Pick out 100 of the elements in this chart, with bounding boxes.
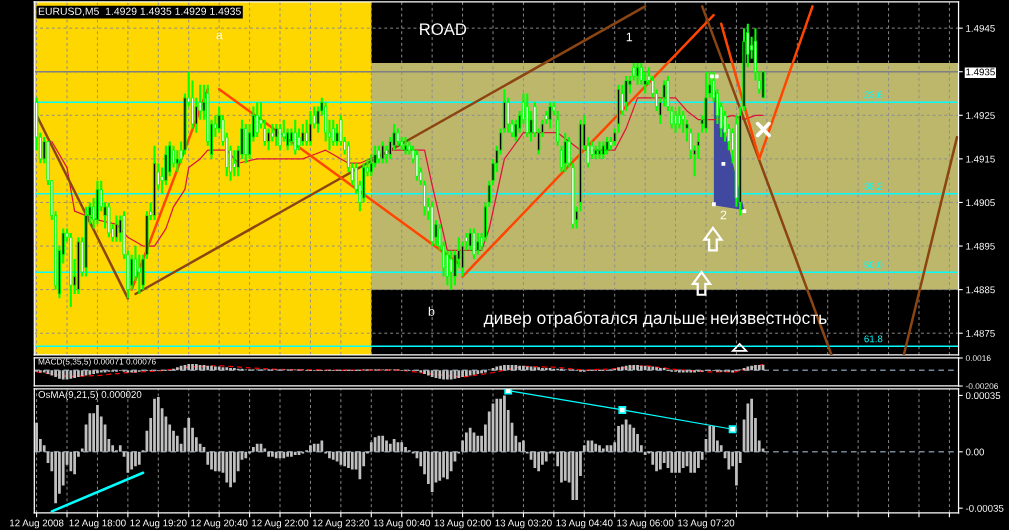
x-tick-label: 12 Aug 23:20 bbox=[312, 519, 370, 529]
bar bbox=[255, 443, 259, 452]
candlestick bbox=[335, 122, 339, 147]
bar bbox=[457, 370, 461, 378]
bar bbox=[137, 451, 141, 465]
candlestick bbox=[673, 109, 678, 134]
bar bbox=[495, 366, 499, 371]
chart-title: OsMA(9,21,5) 0.000020 bbox=[38, 390, 142, 400]
bar bbox=[693, 451, 696, 473]
bar bbox=[468, 370, 472, 376]
bar bbox=[461, 370, 464, 378]
bar bbox=[480, 370, 483, 374]
bar bbox=[670, 451, 674, 473]
bar bbox=[217, 366, 221, 371]
bar bbox=[385, 440, 388, 452]
bar bbox=[541, 367, 544, 371]
candlestick bbox=[274, 122, 278, 147]
bar bbox=[54, 370, 57, 378]
bar bbox=[445, 451, 449, 480]
bar bbox=[533, 451, 537, 468]
candlestick bbox=[255, 101, 259, 139]
bar bbox=[309, 445, 312, 452]
bar bbox=[430, 451, 434, 493]
bar bbox=[544, 367, 548, 371]
bar bbox=[685, 370, 689, 373]
candlestick bbox=[308, 109, 313, 147]
y-tick-label: 1.4875 bbox=[966, 329, 995, 337]
candlestick bbox=[468, 227, 472, 252]
bar bbox=[331, 451, 335, 460]
bar bbox=[465, 370, 468, 377]
bar bbox=[594, 443, 598, 452]
bar bbox=[617, 426, 620, 452]
bar bbox=[126, 370, 130, 373]
bar bbox=[347, 451, 350, 468]
point bbox=[728, 425, 737, 434]
candlestick bbox=[476, 231, 480, 256]
bar bbox=[522, 440, 525, 452]
bar bbox=[476, 435, 480, 452]
bar bbox=[153, 398, 156, 452]
bar bbox=[225, 451, 229, 483]
bar bbox=[601, 448, 605, 452]
bar bbox=[130, 370, 134, 373]
bar bbox=[80, 370, 84, 377]
bar bbox=[233, 451, 236, 483]
bar bbox=[73, 451, 76, 475]
candlestick bbox=[331, 118, 335, 147]
bar bbox=[484, 370, 487, 373]
candlestick bbox=[278, 122, 282, 152]
y-tick-label: 1.4925 bbox=[966, 112, 995, 119]
annotation: b bbox=[428, 306, 435, 316]
bar bbox=[514, 364, 518, 371]
bar bbox=[130, 451, 134, 470]
bar bbox=[476, 370, 480, 375]
bar bbox=[503, 395, 506, 452]
bar bbox=[54, 451, 57, 504]
chart-title: EURUSD,M5 1.4929 1.4935 1.4929 1.4935 bbox=[38, 7, 241, 17]
bar bbox=[103, 370, 107, 373]
x-tick-label: 13 Aug 06:00 bbox=[617, 519, 674, 529]
x-tick-label: 13 Aug 07:20 bbox=[678, 519, 735, 529]
bar bbox=[404, 446, 407, 452]
bar bbox=[400, 442, 404, 452]
bar bbox=[96, 370, 99, 374]
bar bbox=[499, 365, 502, 371]
bar bbox=[263, 448, 267, 452]
candlestick bbox=[403, 136, 408, 156]
bar bbox=[282, 451, 286, 459]
y-tick-label: 1.4935 bbox=[966, 68, 995, 76]
bar bbox=[533, 367, 537, 371]
bar bbox=[438, 451, 442, 481]
bar bbox=[620, 366, 624, 371]
bar bbox=[582, 445, 586, 452]
bar bbox=[69, 451, 73, 472]
bar bbox=[69, 370, 73, 379]
bar bbox=[655, 451, 658, 472]
candlestick bbox=[529, 109, 533, 143]
bar bbox=[681, 370, 685, 373]
bar bbox=[233, 367, 236, 371]
bar bbox=[134, 370, 137, 373]
bar bbox=[658, 367, 662, 371]
bar bbox=[639, 365, 643, 371]
bar bbox=[198, 364, 202, 371]
y-tick-label: 0.00 bbox=[965, 448, 985, 456]
bar bbox=[92, 370, 96, 375]
candlestick bbox=[282, 118, 286, 143]
bar bbox=[708, 426, 712, 452]
candlestick bbox=[107, 201, 111, 239]
bar bbox=[674, 451, 677, 473]
bar bbox=[217, 451, 221, 472]
bar bbox=[636, 364, 639, 371]
y-tick-label: 0.0016 bbox=[965, 355, 991, 362]
bar bbox=[442, 451, 445, 478]
bar bbox=[187, 364, 191, 371]
y-tick-label: 1.4905 bbox=[966, 199, 995, 207]
bar bbox=[632, 427, 636, 452]
bar bbox=[194, 364, 198, 371]
candlestick bbox=[635, 61, 640, 86]
candlestick bbox=[704, 70, 708, 134]
bar bbox=[290, 451, 293, 457]
bar bbox=[244, 451, 248, 459]
annotation: 2 bbox=[720, 210, 727, 220]
